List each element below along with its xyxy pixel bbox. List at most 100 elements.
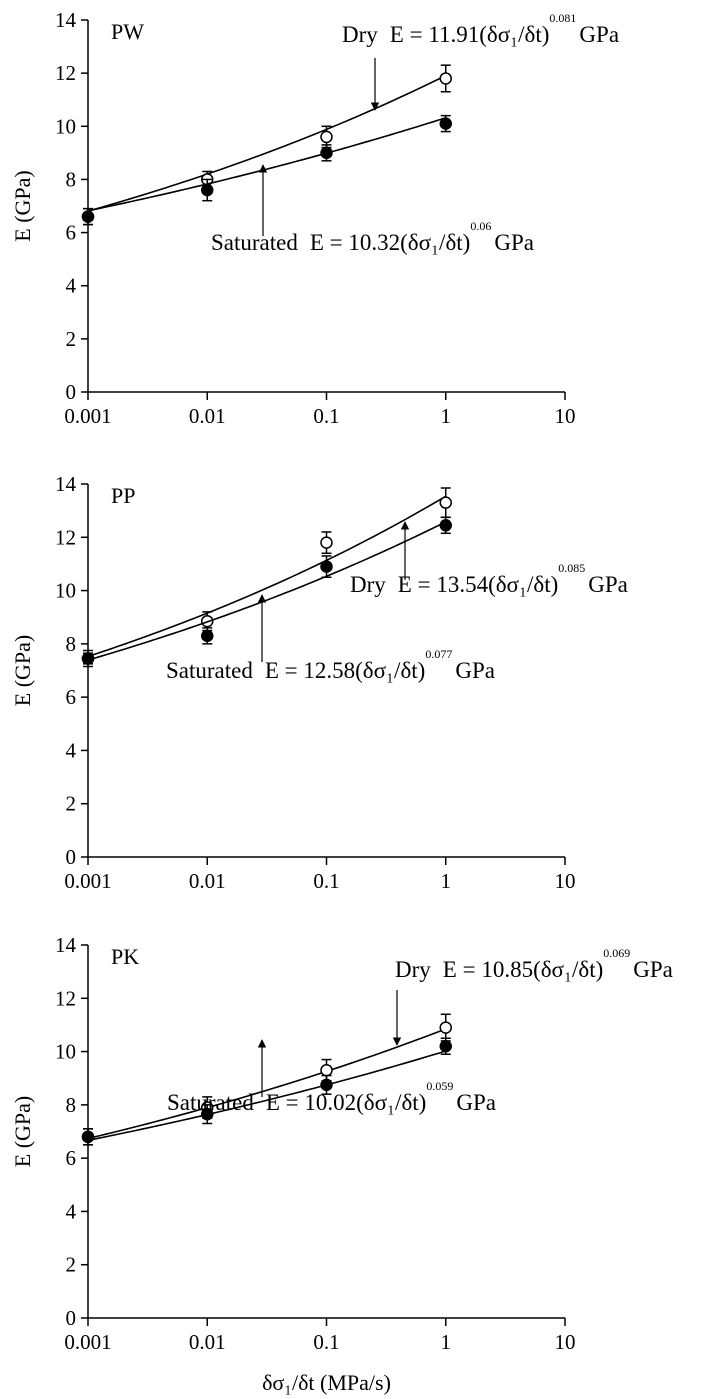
equation-coefficient: 10.02 xyxy=(304,1090,356,1115)
data-point xyxy=(320,146,333,160)
equation-exponent: 0.06 xyxy=(470,219,491,233)
equation-prefix: E = xyxy=(398,572,437,597)
x-axis-label: δσ₁/δt (MPa/s) xyxy=(262,1370,391,1395)
equation-base: (δσ₁/δt) xyxy=(400,230,470,255)
y-tick-label: 2 xyxy=(66,1253,77,1277)
series-name: Saturated xyxy=(211,230,298,255)
x-tick-label: 10 xyxy=(555,404,576,428)
equation-prefix: E = xyxy=(443,957,482,982)
data-point xyxy=(439,72,452,85)
y-axis-label: E (GPa) xyxy=(10,635,35,706)
x-tick-label: 0.01 xyxy=(189,404,226,428)
x-tick-label: 10 xyxy=(555,869,576,893)
fit-curve xyxy=(87,74,447,212)
equation-base: (δσ₁/δt) xyxy=(355,658,425,683)
y-tick-label: 4 xyxy=(66,274,77,298)
x-tick-label: 0.1 xyxy=(313,869,339,893)
y-tick-label: 2 xyxy=(66,327,77,351)
fit-equation: Dry E = 11.91(δσ₁/δt)0.081GPa xyxy=(342,11,619,47)
equation-base: (δσ₁/δt) xyxy=(356,1090,426,1115)
fit-curve xyxy=(87,1028,447,1140)
fit-curve xyxy=(87,521,447,661)
equation-unit: GPa xyxy=(579,22,619,47)
x-tick-label: 0.001 xyxy=(64,869,111,893)
equation-coefficient: 13.54 xyxy=(436,572,488,597)
fit-curve xyxy=(87,1050,446,1142)
equation-base: (δσ₁/δt) xyxy=(479,22,549,47)
data-point xyxy=(201,183,214,197)
equation-unit: GPa xyxy=(633,957,673,982)
fit-equation: Dry E = 10.85(δσ₁/δt)0.069GPa xyxy=(395,946,673,982)
series-name: Saturated xyxy=(167,1090,254,1115)
data-point xyxy=(439,519,452,532)
fit-curve xyxy=(87,495,447,658)
y-tick-label: 0 xyxy=(66,845,77,869)
x-tick-label: 10 xyxy=(555,1330,576,1354)
y-axis-label: E (GPa) xyxy=(10,1096,35,1167)
data-point xyxy=(81,210,95,223)
data-point xyxy=(439,1039,452,1053)
y-axis-label: E (GPa) xyxy=(10,170,35,241)
y-tick-label: 12 xyxy=(55,525,76,549)
y-tick-label: 6 xyxy=(66,221,77,245)
data-point xyxy=(320,1078,333,1092)
equation-base: (δσ₁/δt) xyxy=(533,957,603,982)
fit-equation: Saturated E = 10.02(δσ₁/δt)0.059GPa xyxy=(167,1079,496,1115)
y-tick-label: 4 xyxy=(66,738,77,762)
equation-prefix: E = xyxy=(265,658,304,683)
x-tick-label: 0.01 xyxy=(189,1330,226,1354)
y-tick-label: 12 xyxy=(55,986,76,1010)
x-tick-label: 0.01 xyxy=(189,869,226,893)
equation-coefficient: 12.58 xyxy=(303,658,355,683)
data-point xyxy=(201,629,214,643)
equation-unit: GPa xyxy=(588,572,628,597)
data-point xyxy=(81,652,95,665)
data-point xyxy=(320,536,333,549)
panel-title: PP xyxy=(111,483,135,508)
y-tick-label: 14 xyxy=(55,933,77,957)
series-name: Dry xyxy=(342,22,378,47)
series-name: Dry xyxy=(395,957,431,982)
series-name: Dry xyxy=(350,572,386,597)
equation-coefficient: 10.32 xyxy=(348,230,400,255)
y-tick-label: 14 xyxy=(55,472,77,496)
y-tick-label: 0 xyxy=(66,1306,77,1330)
data-point xyxy=(81,1130,95,1144)
data-point xyxy=(320,130,333,144)
fit-equation: Saturated E = 10.32(δσ₁/δt)0.06GPa xyxy=(211,219,534,255)
x-tick-label: 0.001 xyxy=(64,1330,111,1354)
equation-coefficient: 11.91 xyxy=(428,22,479,47)
equation-unit: GPa xyxy=(455,658,495,683)
equation-exponent: 0.059 xyxy=(426,1079,453,1093)
y-tick-label: 8 xyxy=(66,167,77,191)
fit-curve xyxy=(87,117,446,212)
y-tick-label: 12 xyxy=(55,61,76,85)
y-tick-label: 6 xyxy=(66,685,77,709)
x-tick-label: 1 xyxy=(441,404,452,428)
panel-title: PW xyxy=(111,19,144,44)
y-tick-label: 6 xyxy=(66,1146,77,1170)
y-tick-label: 0 xyxy=(66,380,77,404)
fit-equation: Dry E = 13.54(δσ₁/δt)0.085GPa xyxy=(350,561,628,597)
x-tick-label: 1 xyxy=(441,1330,452,1354)
x-tick-label: 0.1 xyxy=(313,1330,339,1354)
data-point xyxy=(320,1063,333,1077)
equation-base: (δσ₁/δt) xyxy=(488,572,558,597)
y-tick-label: 10 xyxy=(55,1040,76,1064)
equation-exponent: 0.077 xyxy=(425,647,452,661)
equation-prefix: E = xyxy=(390,22,429,47)
y-tick-label: 10 xyxy=(55,579,76,603)
data-point xyxy=(439,117,452,130)
equation-unit: GPa xyxy=(494,230,534,255)
x-tick-label: 0.001 xyxy=(64,404,111,428)
equation-prefix: E = xyxy=(310,230,349,255)
equation-exponent: 0.081 xyxy=(549,11,576,25)
fit-equation: Saturated E = 12.58(δσ₁/δt)0.077GPa xyxy=(166,647,495,683)
data-point xyxy=(439,496,452,509)
data-point xyxy=(439,1021,452,1034)
panel-title: PK xyxy=(111,944,139,969)
y-tick-label: 14 xyxy=(55,8,77,32)
y-tick-label: 2 xyxy=(66,792,77,816)
y-tick-label: 8 xyxy=(66,632,77,656)
